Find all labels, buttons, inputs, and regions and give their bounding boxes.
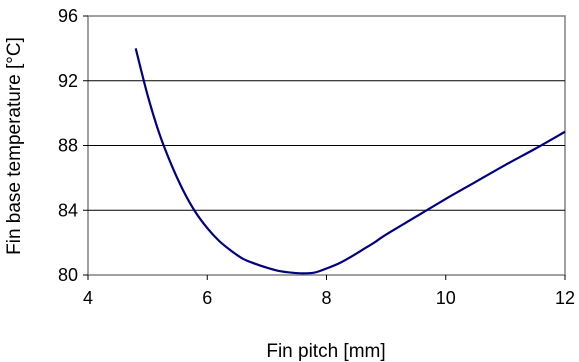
y-tick-label: 88 <box>58 136 78 156</box>
y-tick-label: 92 <box>58 71 78 91</box>
y-ticks: 80 84 88 92 96 <box>58 6 88 285</box>
y-tick-label: 84 <box>58 200 78 220</box>
y-tick-label: 96 <box>58 6 78 26</box>
y-tick-label: 80 <box>58 265 78 285</box>
grid-lines <box>88 80 565 211</box>
x-tick-label: 4 <box>83 288 93 308</box>
series-line <box>134 48 566 275</box>
x-tick-label: 6 <box>202 288 212 308</box>
x-tick-label: 12 <box>555 288 575 308</box>
y-axis-title: Fin base temperature [°C] <box>4 37 25 255</box>
x-axis-title: Fin pitch [mm] <box>266 341 385 362</box>
x-ticks: 4 6 8 10 12 <box>83 275 575 308</box>
x-tick-label: 10 <box>436 288 456 308</box>
x-tick-label: 8 <box>321 288 331 308</box>
